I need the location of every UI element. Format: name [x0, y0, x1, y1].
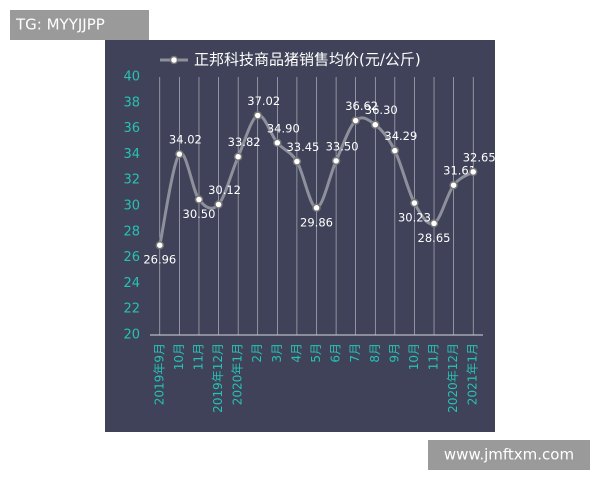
x-tick-label: 7月	[348, 343, 362, 363]
data-label: 29.86	[300, 215, 333, 229]
watermark: TG: MYYJJPP	[15, 16, 105, 34]
data-label: 30.23	[398, 211, 431, 225]
data-point	[351, 116, 360, 125]
data-label: 33.50	[326, 139, 359, 153]
x-tick-label: 2020年1月	[231, 343, 245, 405]
y-tick-label: 32	[123, 173, 140, 188]
data-point	[155, 240, 165, 250]
x-tick-label: 11月	[191, 343, 205, 370]
y-tick-label: 38	[123, 95, 140, 110]
x-tick-label: 10月	[172, 343, 186, 370]
chart-panel	[105, 40, 495, 432]
data-label: 28.65	[418, 231, 451, 245]
data-point	[253, 111, 262, 120]
x-tick-label: 9月	[387, 343, 401, 363]
data-point	[233, 152, 243, 161]
data-label: 36.62	[345, 99, 378, 113]
y-tick-label: 22	[123, 302, 140, 317]
y-tick-label: 30	[123, 199, 140, 214]
x-tick-label: 2月	[250, 343, 264, 363]
x-tick-label: 2019年12月	[211, 343, 225, 413]
data-point	[390, 146, 400, 155]
y-tick-label: 34	[123, 147, 140, 162]
data-point	[429, 219, 439, 228]
legend-label: 正邦科技商品猪销售均价(元/公斤)	[194, 51, 421, 69]
legend-marker	[169, 55, 179, 65]
data-label: 33.82	[228, 135, 261, 149]
data-label: 33.45	[286, 140, 319, 154]
data-label: 34.29	[384, 129, 417, 143]
data-point	[292, 157, 302, 166]
data-label: 34.02	[169, 133, 202, 147]
data-label: 31.61	[443, 164, 476, 178]
y-tick-label: 36	[123, 121, 140, 136]
watermark-box	[428, 440, 590, 470]
x-tick-label: 8月	[368, 343, 382, 363]
data-label: 32.65	[463, 150, 496, 164]
data-label: 26.96	[143, 253, 176, 267]
x-tick-label: 10月	[407, 343, 421, 370]
data-label: 34.90	[267, 121, 300, 135]
data-point	[194, 195, 204, 204]
data-point	[371, 120, 380, 129]
data-label: 30.50	[183, 207, 216, 221]
x-tick-label: 6月	[329, 343, 343, 363]
y-tick-label: 26	[123, 250, 140, 265]
y-tick-label: 20	[123, 328, 140, 343]
x-tick-label: 3月	[270, 343, 284, 363]
data-label: 36.30	[365, 103, 398, 117]
data-point	[312, 203, 321, 213]
x-tick-label: 4月	[289, 343, 303, 363]
y-tick-label: 40	[123, 70, 140, 85]
data-point	[468, 167, 478, 177]
y-tick-label: 24	[123, 276, 140, 291]
data-point	[175, 149, 184, 159]
data-label: 30.12	[208, 183, 241, 197]
x-tick-label: 5月	[309, 343, 323, 363]
x-tick-label: 2019年9月	[152, 343, 166, 405]
data-point	[410, 198, 419, 208]
data-point	[273, 138, 282, 148]
x-tick-label: 11月	[427, 343, 441, 370]
data-point	[449, 180, 458, 190]
y-tick-label: 28	[123, 224, 140, 239]
x-tick-label: 2021年1月	[466, 343, 480, 405]
data-label: 37.02	[247, 94, 280, 108]
watermark-box	[10, 10, 149, 40]
x-tick-label: 2020年12月	[446, 343, 460, 413]
watermark: www.jmftxm.com	[444, 446, 574, 464]
data-point	[331, 156, 341, 166]
data-point	[214, 200, 223, 209]
